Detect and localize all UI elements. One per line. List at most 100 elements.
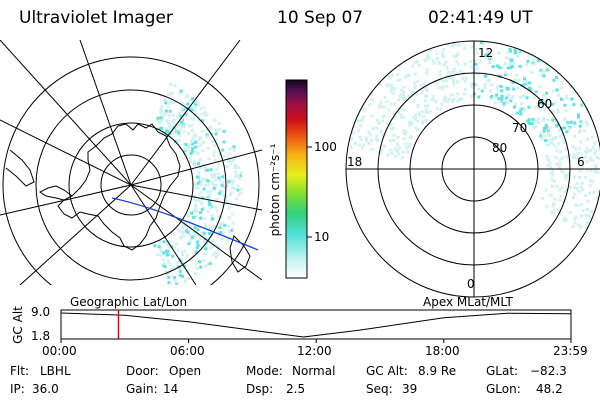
apex-aurora-pixel bbox=[577, 190, 581, 194]
apex-aurora-pixel bbox=[559, 150, 563, 154]
apex-aurora-pixel bbox=[551, 169, 555, 173]
geo-aurora-pixel bbox=[217, 172, 221, 176]
apex-aurora-pixel bbox=[594, 148, 598, 152]
geo-aurora-pixel bbox=[200, 149, 204, 153]
date-label: 10 Sep 07 bbox=[277, 8, 364, 28]
apex-aurora-pixel bbox=[548, 165, 552, 169]
geo-aurora-pixel bbox=[198, 198, 202, 202]
apex-aurora-pixel bbox=[442, 55, 446, 59]
geo-aurora-pixel bbox=[184, 112, 188, 116]
geo-aurora-pixel bbox=[168, 109, 172, 113]
geo-aurora-pixel bbox=[191, 230, 195, 234]
apex-aurora-pixel bbox=[396, 136, 400, 139]
apex-aurora-pixel bbox=[352, 131, 356, 135]
geo-aurora-pixel bbox=[187, 124, 191, 128]
geo-aurora-pixel bbox=[199, 190, 203, 194]
apex-aurora-pixel bbox=[450, 100, 454, 104]
geo-aurora-pixel bbox=[194, 134, 197, 138]
apex-aurora-pixel bbox=[567, 158, 571, 162]
apex-aurora-pixel bbox=[382, 115, 385, 118]
geo-aurora-pixel bbox=[193, 102, 197, 106]
apex-aurora-pixel bbox=[560, 132, 564, 136]
apex-aurora-pixel bbox=[422, 86, 426, 90]
geo-aurora-pixel bbox=[196, 162, 200, 166]
apex-aurora-pixel bbox=[463, 47, 466, 51]
apex-aurora-pixel bbox=[456, 92, 460, 96]
geo-aurora-pixel bbox=[208, 193, 212, 197]
apex-aurora-pixel bbox=[452, 43, 456, 47]
strip-y-label: GC Alt bbox=[11, 306, 25, 344]
geo-aurora-pixel bbox=[184, 95, 188, 99]
apex-aurora-pixel bbox=[542, 118, 545, 122]
apex-aurora-pixel bbox=[518, 107, 522, 111]
apex-aurora-pixel bbox=[584, 176, 588, 179]
apex-aurora-pixel bbox=[445, 65, 449, 69]
info-ip-value: 36.0 bbox=[32, 382, 59, 396]
apex-aurora-pixel bbox=[470, 95, 474, 98]
geo-aurora-pixel bbox=[194, 145, 198, 149]
geo-aurora-pixel bbox=[174, 280, 178, 284]
geo-aurora-pixel bbox=[170, 101, 174, 105]
apex-aurora-pixel bbox=[362, 143, 365, 147]
apex-aurora-pixel bbox=[565, 155, 569, 159]
geo-aurora-pixel bbox=[167, 120, 171, 124]
apex-aurora-pixel bbox=[554, 145, 558, 149]
geo-aurora-pixel bbox=[168, 263, 172, 267]
geo-aurora-pixel bbox=[185, 254, 189, 258]
mlt-label-0: 0 bbox=[467, 277, 475, 291]
geo-aurora-pixel bbox=[187, 145, 191, 149]
apex-aurora-pixel bbox=[469, 65, 473, 69]
apex-aurora-pixel bbox=[556, 123, 560, 126]
apex-aurora-pixel bbox=[416, 105, 420, 108]
info-dsp-value: 2.5 bbox=[286, 382, 306, 396]
apex-aurora-pixel bbox=[381, 144, 385, 148]
geo-aurora-pixel bbox=[194, 150, 198, 154]
geo-aurora-pixel bbox=[178, 269, 182, 273]
apex-aurora-pixel bbox=[577, 130, 581, 134]
apex-aurora-pixel bbox=[585, 159, 589, 163]
geo-aurora-pixel bbox=[194, 214, 198, 218]
geo-aurora-pixel bbox=[156, 253, 160, 257]
geo-aurora-pixel bbox=[212, 153, 216, 157]
geo-aurora-pixel bbox=[198, 211, 202, 215]
apex-aurora-pixel bbox=[423, 58, 427, 62]
geo-aurora-pixel bbox=[222, 140, 226, 144]
apex-aurora-pixel bbox=[520, 50, 524, 54]
geo-meridian-5 bbox=[130, 184, 197, 285]
apex-aurora-pixel bbox=[563, 103, 567, 107]
geo-aurora-pixel bbox=[232, 187, 236, 190]
apex-aurora-pixel bbox=[552, 212, 555, 216]
apex-aurora-pixel bbox=[357, 119, 361, 123]
geo-aurora-pixel bbox=[199, 183, 203, 187]
geo-aurora-pixel bbox=[209, 246, 212, 250]
apex-aurora-pixel bbox=[578, 140, 582, 144]
apex-aurora-pixel bbox=[441, 87, 445, 91]
geo-aurora-pixel bbox=[194, 207, 198, 211]
apex-aurora-pixel bbox=[451, 97, 455, 101]
apex-aurora-pixel bbox=[406, 94, 410, 98]
geo-aurora-pixel bbox=[199, 216, 203, 220]
apex-aurora-pixel bbox=[534, 125, 538, 128]
geo-aurora-pixel bbox=[179, 273, 183, 277]
geo-aurora-pixel bbox=[217, 176, 221, 180]
apex-aurora-pixel bbox=[402, 132, 406, 136]
geo-aurora-pixel bbox=[211, 245, 215, 249]
geo-aurora-pixel bbox=[206, 168, 210, 172]
apex-aurora-pixel bbox=[542, 94, 545, 97]
apex-aurora-pixel bbox=[395, 142, 399, 146]
geo-aurora-pixel bbox=[219, 230, 223, 234]
geo-aurora-pixel bbox=[227, 160, 231, 164]
info-glon-value: 48.2 bbox=[536, 382, 563, 396]
geo-aurora-pixel bbox=[188, 227, 192, 231]
geo-aurora-pixel bbox=[158, 127, 162, 131]
apex-aurora-pixel bbox=[386, 84, 390, 88]
apex-aurora-pixel bbox=[598, 156, 600, 160]
geo-aurora-pixel bbox=[198, 120, 202, 124]
apex-aurora-pixel bbox=[585, 123, 589, 127]
geo-aurora-pixel bbox=[186, 110, 189, 114]
apex-aurora-pixel bbox=[546, 156, 550, 160]
apex-aurora-pixel bbox=[555, 88, 559, 92]
apex-aurora-pixel bbox=[371, 98, 375, 102]
apex-aurora-pixel bbox=[589, 210, 593, 214]
apex-aurora-pixel bbox=[424, 104, 427, 108]
